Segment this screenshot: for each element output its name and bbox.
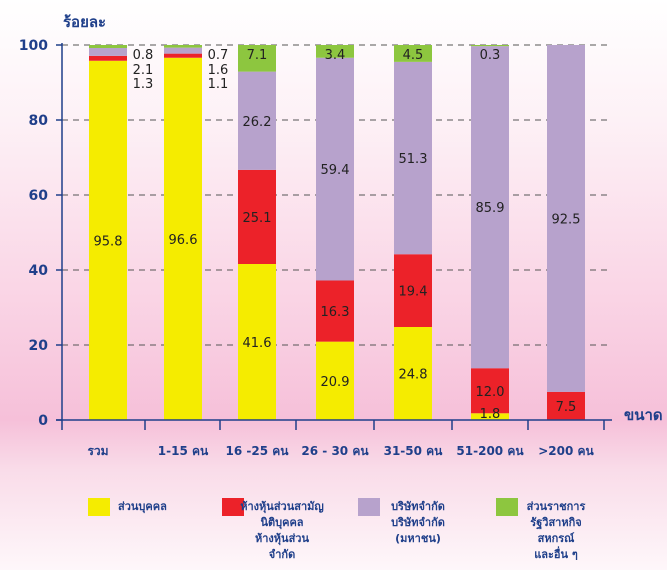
y-tick-label: 80: [29, 113, 49, 129]
data-label: 24.8: [399, 368, 428, 383]
legend-label: รัฐวิสาหกิจ: [530, 516, 581, 530]
y-tick-label: 60: [29, 188, 49, 204]
y-tick-label: 40: [29, 263, 49, 279]
bar-segment: [471, 46, 509, 369]
bar-segment: [316, 341, 354, 420]
bar-segment: [316, 45, 354, 58]
bar-segment: [316, 57, 354, 281]
data-label: 20.9: [321, 375, 350, 390]
legend-label: บริษัทจำกัด: [391, 500, 445, 513]
x-tick-label: 26 - 30 คน: [301, 444, 369, 458]
bar-segment: [89, 48, 127, 56]
y-axis-title: ร้อยละ: [63, 13, 106, 31]
legend-swatch: [358, 498, 380, 516]
legend-label: (มหาชน): [395, 532, 441, 545]
axes: 0 20 40 60 80 100 รวม 1-15 คน 16 -25 คน 26 - 30 ค…: [19, 38, 612, 458]
data-label: 3.4: [325, 48, 346, 63]
legend-label: และอื่น ๆ: [534, 546, 578, 561]
data-label: 95.8: [94, 234, 123, 249]
legend-label: ส่วนบุคคล: [118, 500, 167, 514]
bar-segment: [238, 45, 276, 72]
bar-segment: [394, 254, 432, 327]
data-label: 85.9: [476, 201, 505, 216]
data-label: 96.6: [169, 233, 198, 248]
data-label: 1.1: [208, 77, 229, 92]
bar-segment: [238, 264, 276, 420]
bar-segment: [164, 53, 202, 58]
data-label: 1.6: [208, 63, 229, 78]
bar-segment: [238, 169, 276, 264]
x-tick-label: 31-50 คน: [384, 444, 444, 458]
data-label: 12.0: [476, 385, 505, 400]
data-label: 59.4: [321, 163, 350, 178]
legend-label: ห้างหุ้นส่วนสามัญ: [240, 500, 324, 514]
legend-label: นิติบุคคล: [260, 516, 303, 530]
legend-label: จำกัด: [269, 548, 295, 561]
legend-swatch: [222, 498, 244, 516]
data-label: 0.8: [133, 48, 154, 63]
bar-segment: [471, 413, 509, 420]
data-label: 7.1: [247, 48, 268, 63]
x-tick-label: 51-200 คน: [456, 444, 524, 458]
bar-segment: [164, 57, 202, 420]
legend-label: ส่วนราชการ: [527, 500, 586, 513]
data-label: 51.3: [399, 152, 428, 167]
bars: [89, 45, 585, 420]
x-tick-label: รวม: [87, 444, 108, 458]
data-labels: 95.8 1.32.10.8 96.6 1.11.60.7 41.6 25.1 26.2 7.…: [94, 48, 581, 422]
legend-label: สหกรณ์: [538, 532, 576, 545]
data-label: 2.1: [133, 63, 154, 78]
legend-label: บริษัทจำกัด: [391, 516, 445, 529]
bar-segment: [164, 45, 202, 48]
x-tick-label: 16 -25 คน: [226, 444, 290, 458]
bar-segment: [394, 61, 432, 255]
bar-segment: [316, 280, 354, 342]
data-label: 7.5: [556, 400, 577, 415]
data-label: 4.5: [403, 48, 424, 63]
y-tick-label: 100: [19, 38, 48, 54]
legend: ส่วนบุคคล ห้างหุ้นส่วนสามัญนิติบุคคลห้างห…: [88, 498, 585, 561]
data-label: 1.3: [133, 77, 154, 92]
data-label: 25.1: [243, 211, 272, 226]
data-label: 0.7: [208, 48, 229, 63]
data-label: 26.2: [243, 115, 272, 130]
bar-segment: [89, 60, 127, 420]
x-tick-label: 1-15 คน: [158, 444, 209, 458]
y-tick-label: 0: [38, 413, 48, 429]
data-label: 1.8: [480, 407, 501, 422]
y-tick-label: 20: [29, 338, 49, 354]
bar-segment: [547, 391, 585, 420]
bar-segment: [394, 327, 432, 420]
bar-segment: [164, 47, 202, 54]
legend-swatch: [88, 498, 110, 516]
legend-swatch: [496, 498, 518, 516]
x-tick-label: >200 คน: [538, 444, 594, 458]
data-label: 16.3: [321, 305, 350, 320]
bar-segment: [394, 45, 432, 62]
legend-label: ห้างหุ้นส่วน: [255, 532, 309, 546]
data-label: 92.5: [552, 212, 581, 227]
bar-segment: [89, 55, 127, 61]
x-axis-title: ขนาด: [624, 406, 663, 424]
bar-segment: [238, 71, 276, 170]
bar-segment: [547, 45, 585, 392]
bar-segment: [471, 45, 509, 47]
bar-segment: [471, 368, 509, 414]
data-label: 41.6: [243, 336, 272, 351]
data-label: 0.3: [480, 48, 501, 63]
data-label: 19.4: [399, 285, 428, 300]
bar-segment: [89, 45, 127, 48]
